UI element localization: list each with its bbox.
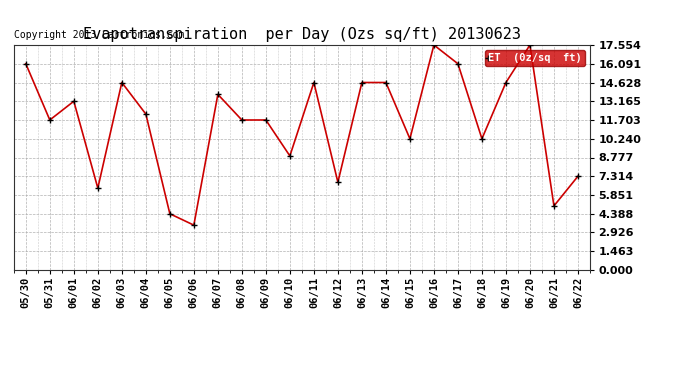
Title: Evapotranspiration  per Day (Ozs sq/ft) 20130623: Evapotranspiration per Day (Ozs sq/ft) 2…: [83, 27, 521, 42]
Text: Copyright 2013 Cartronics.com: Copyright 2013 Cartronics.com: [14, 30, 184, 40]
Legend: ET  (0z/sq  ft): ET (0z/sq ft): [485, 50, 584, 66]
